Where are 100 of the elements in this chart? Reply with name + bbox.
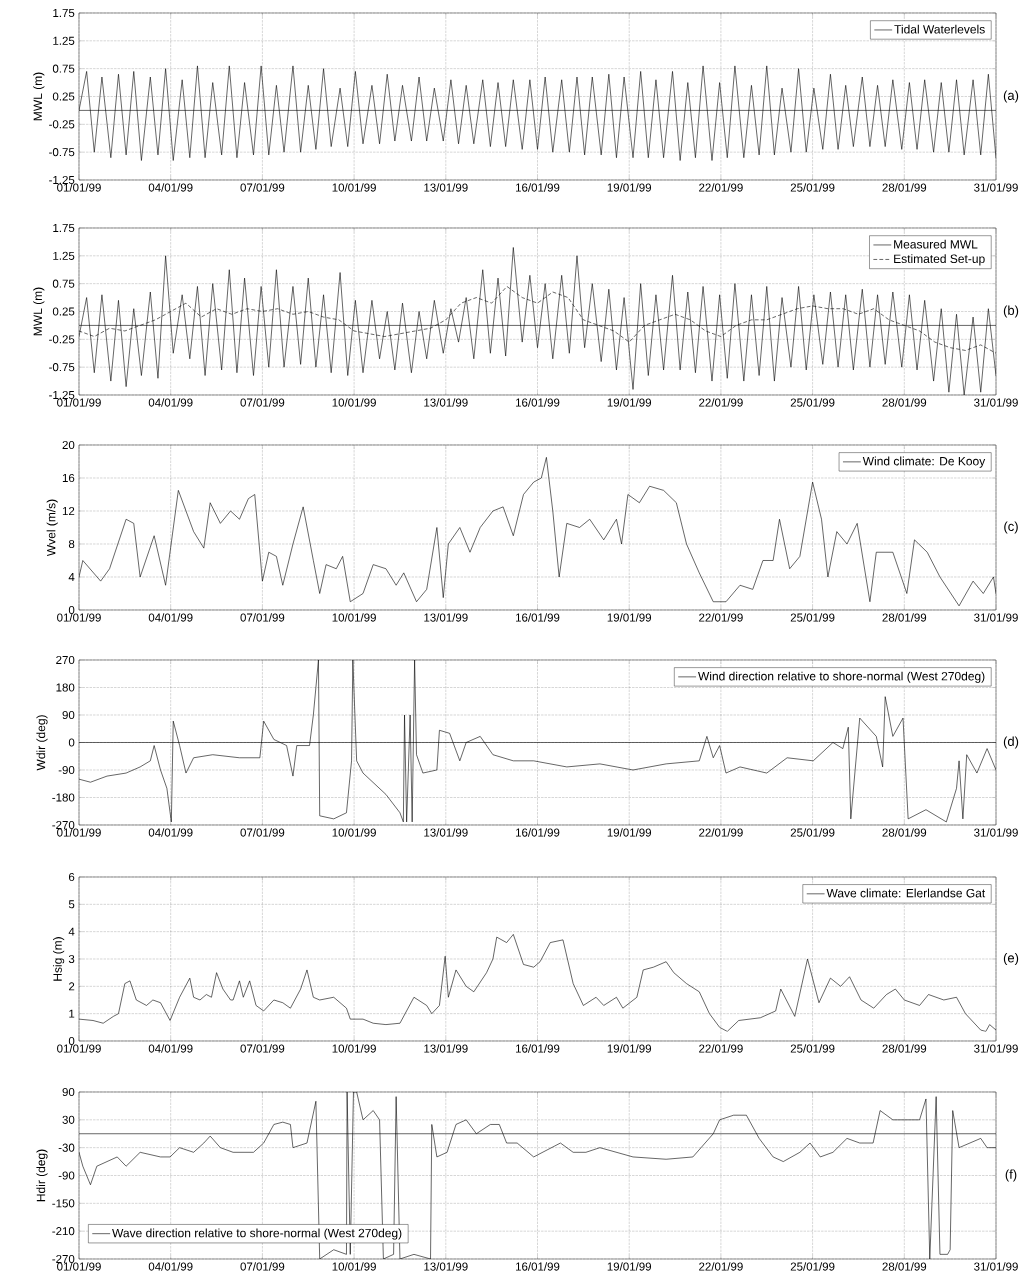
y-tick-label: 0 — [68, 605, 75, 615]
y-tick-label: -210 — [52, 1227, 75, 1236]
x-tick-label: 19/01/99 — [607, 183, 652, 192]
y-tick-label: 2 — [68, 982, 75, 991]
x-tick-label: 07/01/99 — [240, 398, 285, 407]
x-tick-label: 22/01/99 — [699, 828, 743, 837]
y-tick-label: 12 — [62, 506, 75, 515]
x-tick-label: 04/01/99 — [148, 183, 193, 192]
x-tick-label: 10/01/99 — [332, 1262, 376, 1271]
x-tick-label: 16/01/99 — [516, 613, 560, 622]
y-tick-label: 1.25 — [53, 251, 75, 260]
x-tick-label: 10/01/99 — [332, 613, 376, 622]
y-tick-label: -30 — [58, 1143, 75, 1152]
text: (d) — [1003, 736, 1019, 749]
x-tick-label: 28/01/99 — [882, 1262, 927, 1271]
x-tick-label: 28/01/99 — [882, 183, 927, 192]
y-tick-label: 8 — [68, 539, 75, 549]
x-tick-label: 10/01/99 — [332, 828, 376, 837]
y-tick-label: 1.75 — [53, 223, 75, 232]
x-tick-label: 13/01/99 — [424, 398, 468, 407]
y-tick-label: 0.75 — [52, 64, 75, 73]
x-tick-label: 13/01/99 — [424, 1262, 468, 1271]
x-tick-label: 04/01/99 — [148, 1044, 193, 1053]
legend-label: Wind climate: De Kooy — [862, 456, 986, 468]
x-tick-label: 19/01/99 — [607, 398, 652, 407]
x-tick-label: 07/01/99 — [240, 828, 285, 837]
y-axis-title: Wdir (deg) — [36, 715, 48, 771]
x-tick-label: 28/01/99 — [882, 828, 927, 837]
y-tick-label: -90 — [58, 1171, 75, 1180]
x-tick-label: 04/01/99 — [148, 613, 193, 622]
x-tick-label: 25/01/99 — [790, 1262, 835, 1271]
x-tick-label: 13/01/99 — [424, 613, 468, 622]
y-tick-label: -0.75 — [49, 148, 75, 157]
x-tick-label: 28/01/99 — [882, 1044, 927, 1053]
x-tick-label: 28/01/99 — [882, 398, 927, 407]
y-tick-label: 16 — [62, 473, 75, 483]
x-tick-label: 07/01/99 — [240, 1044, 285, 1053]
y-axis-title: Wvel (m/s) — [46, 499, 58, 557]
x-tick-label: 10/01/99 — [332, 1044, 376, 1053]
y-tick-label: -270 — [52, 820, 75, 830]
y-tick-label: -1.25 — [49, 175, 75, 185]
y-tick-label: -90 — [58, 765, 75, 775]
y-axis-title: MWL (m) — [33, 287, 45, 336]
y-tick-label: -180 — [52, 793, 75, 802]
x-tick-label: 16/01/99 — [516, 1044, 560, 1053]
x-tick-label: 31/01/99 — [974, 1262, 1018, 1271]
x-tick-label: 13/01/99 — [424, 1044, 468, 1053]
x-tick-label: 01/01/99 — [57, 1262, 101, 1271]
x-tick-label: 22/01/99 — [699, 398, 743, 407]
y-tick-label: -0.25 — [49, 335, 75, 344]
x-tick-label: 16/01/99 — [516, 828, 560, 837]
x-tick-label: 10/01/99 — [332, 398, 376, 407]
x-tick-label: 16/01/99 — [516, 1262, 560, 1271]
x-tick-label: 07/01/99 — [240, 613, 285, 622]
text: (f) — [1005, 1169, 1017, 1182]
y-tick-label: 180 — [56, 683, 75, 692]
y-axis-title: MWL (m) — [33, 72, 45, 121]
x-tick-label: 25/01/99 — [790, 613, 835, 622]
text: (a) — [1003, 90, 1019, 103]
y-tick-label: 90 — [62, 710, 75, 720]
x-tick-label: 22/01/99 — [699, 1044, 743, 1053]
x-tick-label: 01/01/99 — [57, 398, 101, 407]
text: (e) — [1003, 952, 1019, 966]
y-tick-label: 0 — [68, 738, 75, 747]
legend-label: Wave direction relative to shore-normal (West 270deg) — [112, 1228, 402, 1240]
x-tick-label: 31/01/99 — [974, 398, 1018, 407]
x-tick-label: 19/01/99 — [607, 1262, 652, 1271]
x-tick-label: 25/01/99 — [790, 183, 835, 192]
x-tick-label: 28/01/99 — [882, 613, 927, 622]
legend-label: Wind direction relative to shore-normal (West 270deg) — [698, 671, 985, 683]
y-tick-label: 0.75 — [52, 279, 75, 288]
y-tick-label: -1.25 — [49, 390, 75, 400]
y-tick-label: 5 — [68, 900, 75, 909]
x-tick-label: 19/01/99 — [607, 613, 652, 622]
x-tick-label: 19/01/99 — [607, 828, 652, 837]
x-tick-label: 31/01/99 — [974, 613, 1018, 622]
x-tick-label: 13/01/99 — [424, 828, 468, 837]
legend-label: Tidal Waterlevels — [894, 24, 985, 34]
y-tick-label: 90 — [62, 1087, 75, 1097]
x-tick-label: 10/01/99 — [332, 183, 376, 192]
y-tick-label: 1.75 — [53, 8, 75, 17]
x-tick-label: 01/01/99 — [57, 828, 101, 837]
x-tick-label: 25/01/99 — [790, 828, 835, 837]
y-tick-label: 1.25 — [53, 36, 75, 45]
x-tick-label: 04/01/99 — [148, 828, 193, 837]
x-tick-label: 01/01/99 — [57, 1044, 101, 1053]
legend-label: Wave climate: Elerlandse Gat — [826, 888, 986, 898]
y-tick-label: 0 — [68, 1036, 75, 1046]
x-tick-label: 07/01/99 — [240, 183, 285, 192]
x-tick-label: 22/01/99 — [699, 1262, 743, 1271]
y-tick-label: 4 — [68, 927, 75, 936]
y-tick-label: 0.25 — [52, 307, 75, 316]
y-tick-label: -0.25 — [49, 120, 75, 129]
x-tick-label: 19/01/99 — [607, 1044, 652, 1053]
y-axis-title: Hdir (deg) — [36, 1149, 48, 1202]
y-tick-label: -0.75 — [49, 363, 75, 372]
x-tick-label: 01/01/99 — [57, 613, 101, 622]
x-tick-label: 04/01/99 — [148, 1262, 193, 1271]
y-tick-label: 30 — [62, 1115, 75, 1124]
x-tick-label: 07/01/99 — [240, 1262, 285, 1271]
